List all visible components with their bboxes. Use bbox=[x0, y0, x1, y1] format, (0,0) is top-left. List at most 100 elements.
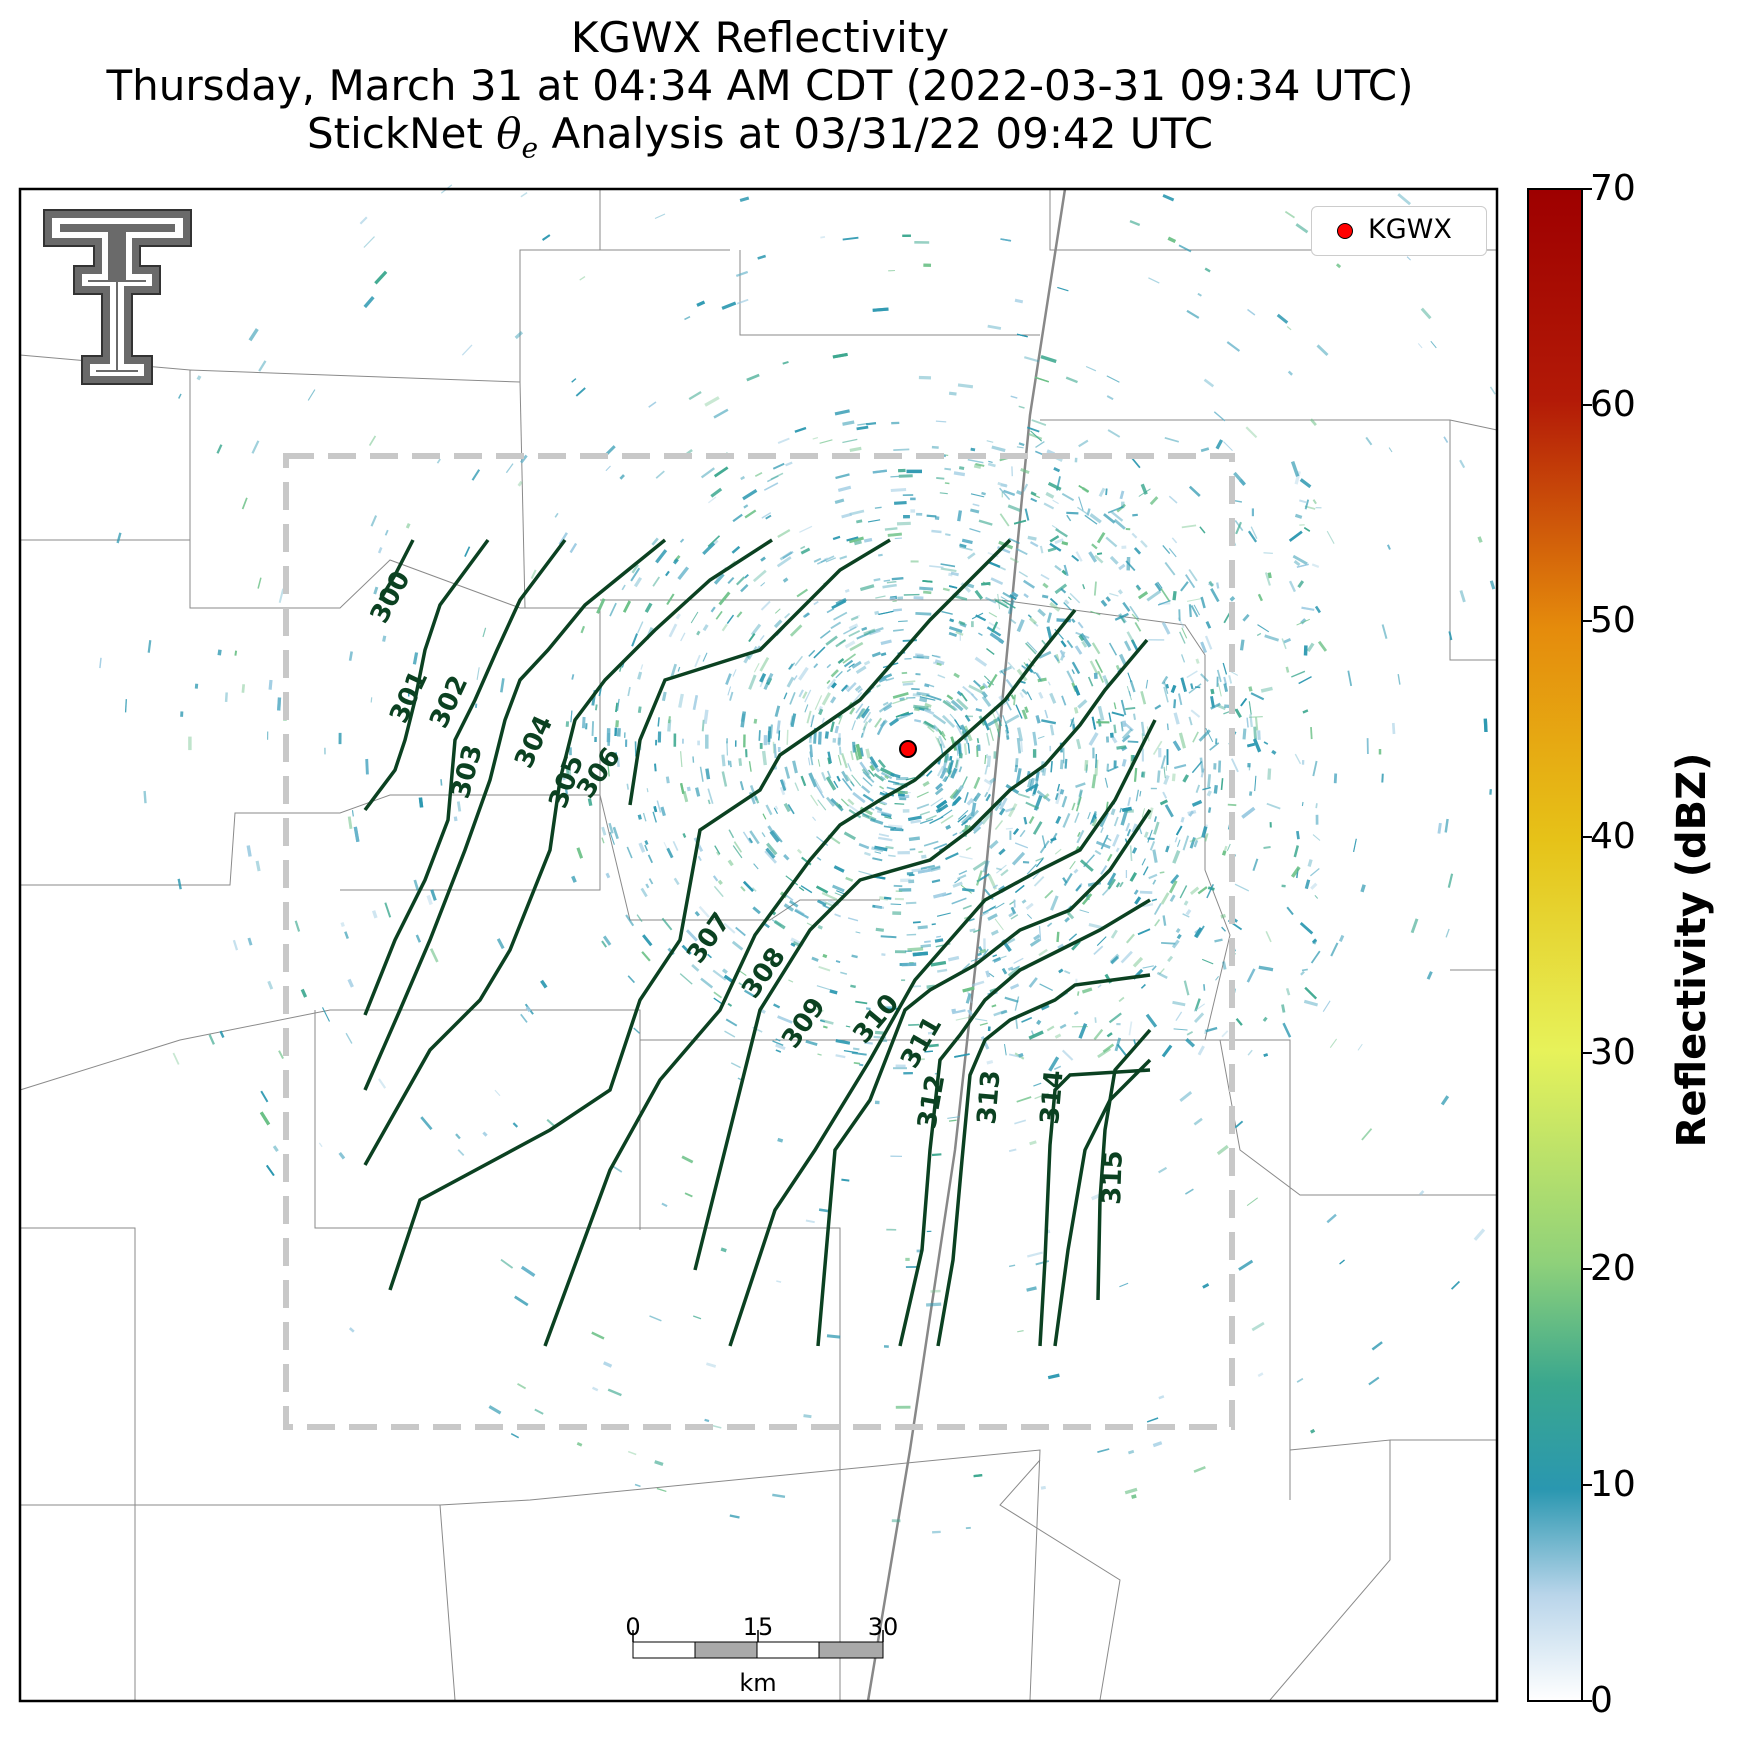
echo-speck bbox=[950, 571, 959, 577]
echo-speck bbox=[841, 753, 848, 769]
echo-speck bbox=[1200, 641, 1207, 654]
echo-speck bbox=[1088, 922, 1103, 930]
echo-speck bbox=[1009, 618, 1017, 625]
echo-speck bbox=[219, 1030, 225, 1038]
echo-speck bbox=[881, 953, 886, 956]
echo-speck bbox=[740, 475, 746, 481]
echo-speck bbox=[698, 905, 710, 918]
echo-speck bbox=[1253, 726, 1257, 740]
echo-speck bbox=[994, 803, 1001, 812]
echo-speck bbox=[1075, 884, 1082, 892]
echo-speck bbox=[984, 765, 989, 775]
echo-speck bbox=[1388, 447, 1393, 453]
echo-speck bbox=[1062, 812, 1071, 828]
echo-speck bbox=[258, 360, 267, 372]
echo-speck bbox=[1221, 1030, 1229, 1038]
echo-speck bbox=[1020, 467, 1030, 475]
echo-speck bbox=[743, 880, 754, 892]
echo-speck bbox=[1234, 883, 1250, 892]
echo-speck bbox=[749, 830, 760, 845]
echo-speck bbox=[1018, 405, 1025, 409]
echo-speck bbox=[1081, 893, 1093, 906]
echo-speck bbox=[1194, 927, 1203, 938]
echo-speck bbox=[998, 848, 1006, 856]
echo-speck bbox=[1197, 1045, 1205, 1056]
echo-speck bbox=[843, 831, 856, 841]
echo-speck bbox=[1071, 661, 1081, 675]
echo-speck bbox=[1121, 728, 1133, 740]
echo-speck bbox=[1226, 341, 1241, 352]
echo-speck bbox=[1235, 521, 1242, 535]
echo-speck bbox=[810, 715, 815, 728]
echo-speck bbox=[810, 714, 815, 724]
echo-speck bbox=[1322, 1000, 1331, 1012]
echo-speck bbox=[637, 706, 642, 714]
echo-speck bbox=[920, 944, 932, 948]
echo-speck bbox=[913, 656, 924, 659]
echo-speck bbox=[371, 910, 378, 919]
echo-speck bbox=[951, 897, 967, 905]
echo-speck bbox=[952, 881, 963, 888]
echo-speck bbox=[694, 911, 700, 917]
echo-speck bbox=[530, 569, 537, 580]
echo-speck bbox=[1071, 554, 1080, 562]
echo-speck bbox=[1045, 491, 1055, 499]
echo-speck bbox=[740, 711, 747, 728]
echo-speck bbox=[1071, 940, 1081, 951]
echo-speck bbox=[1059, 789, 1065, 795]
echo-speck bbox=[1054, 583, 1068, 595]
echo-speck bbox=[834, 913, 842, 918]
echo-speck bbox=[384, 529, 389, 536]
title-line-3: StickNet θe Analysis at 03/31/22 09:42 U… bbox=[306, 109, 1214, 165]
echo-speck bbox=[1041, 767, 1047, 776]
echo-speck bbox=[1078, 1023, 1088, 1039]
echo-speck bbox=[208, 1034, 215, 1045]
echo-speck bbox=[872, 857, 883, 862]
echo-speck bbox=[987, 673, 998, 688]
echo-speck bbox=[1140, 539, 1148, 548]
echo-speck bbox=[867, 769, 875, 778]
echo-speck bbox=[890, 475, 899, 478]
echo-speck bbox=[1217, 683, 1222, 697]
echo-speck bbox=[851, 954, 858, 959]
echo-speck bbox=[412, 652, 419, 665]
echo-speck bbox=[1054, 564, 1062, 572]
echo-speck bbox=[957, 383, 974, 389]
echo-speck bbox=[1076, 991, 1080, 996]
echo-speck bbox=[1242, 728, 1247, 740]
echo-speck bbox=[839, 555, 848, 560]
echo-speck bbox=[1094, 1017, 1097, 1023]
echo-speck bbox=[1033, 621, 1039, 627]
echo-speck bbox=[637, 671, 643, 680]
echo-speck bbox=[842, 236, 859, 241]
echo-speck bbox=[1131, 847, 1138, 854]
echo-speck bbox=[1149, 841, 1156, 851]
echo-speck bbox=[969, 928, 976, 933]
echo-speck bbox=[835, 473, 850, 480]
echo-speck bbox=[1194, 998, 1201, 1012]
echo-speck bbox=[1034, 671, 1042, 682]
echo-speck bbox=[1106, 837, 1112, 842]
echo-speck bbox=[1164, 436, 1180, 443]
echo-speck bbox=[1009, 557, 1019, 564]
echo-speck bbox=[1126, 828, 1132, 837]
echo-speck bbox=[814, 695, 823, 710]
echo-speck bbox=[1131, 823, 1138, 833]
echo-speck bbox=[707, 535, 721, 547]
echo-speck bbox=[825, 557, 837, 563]
echo-speck bbox=[982, 682, 989, 689]
echo-speck bbox=[1296, 1377, 1304, 1383]
echo-speck bbox=[1257, 730, 1261, 740]
echo-speck bbox=[718, 591, 731, 606]
echo-speck bbox=[742, 831, 752, 844]
echo-speck bbox=[1189, 836, 1203, 843]
echo-speck bbox=[1125, 706, 1136, 711]
echo-speck bbox=[1161, 621, 1171, 635]
reflectivity-echoes bbox=[99, 184, 1496, 1534]
echo-speck bbox=[1076, 738, 1082, 750]
echo-speck bbox=[761, 512, 772, 519]
echo-speck bbox=[1160, 588, 1171, 603]
echo-speck bbox=[681, 944, 692, 955]
echo-speck bbox=[1263, 552, 1273, 554]
echo-speck bbox=[1285, 666, 1290, 673]
